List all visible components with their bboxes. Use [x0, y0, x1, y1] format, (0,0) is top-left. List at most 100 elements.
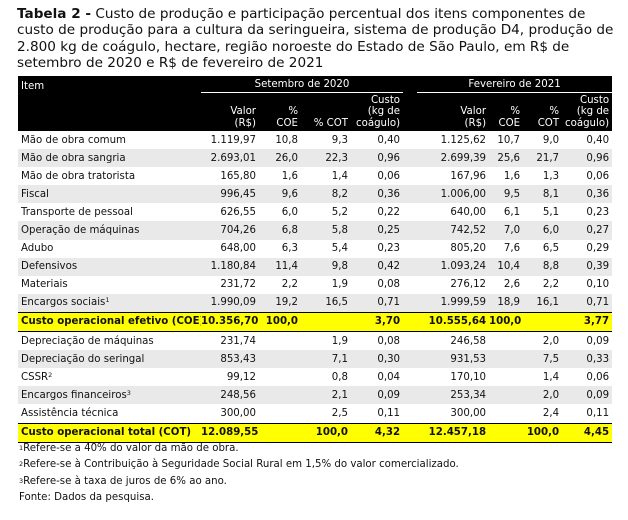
cell-value: 3,70 — [351, 311, 404, 333]
column-header-line: coágulo) — [565, 117, 610, 129]
column-header-line: (R$) — [464, 117, 487, 129]
cell-value: 8,1 — [523, 185, 563, 204]
cell-value — [259, 386, 301, 405]
table-row: Depreciação do seringal 853,43 7,1 0,30 931,… — [18, 350, 613, 369]
column-header-line: (kg de — [576, 106, 610, 118]
cell-value: 0,96 — [562, 149, 613, 168]
cell-value: 0,23 — [377, 243, 401, 255]
cell-value: 100,0 — [259, 311, 301, 333]
cell-value: 853,43 — [201, 350, 259, 369]
cell-value: 996,45 — [201, 185, 259, 204]
table-row: Mão de obra sangria 2.693,01 26,0 22,3 0,96 2… — [18, 149, 613, 168]
cell-value — [523, 311, 563, 333]
cell-value: 253,34 — [417, 386, 490, 405]
table-row: Assistência técnica 300,00 2,5 0,11 300,00 2,… — [18, 404, 612, 423]
cell-value — [259, 350, 301, 369]
cell-value: 0,42 — [351, 257, 404, 276]
column-header-line: % — [549, 106, 560, 118]
cell-value: 2,2 — [542, 279, 560, 291]
cell-value: 1,9 — [331, 335, 348, 347]
row-label: Depreciação do seringal — [18, 350, 201, 369]
cell-value: 0,06 — [586, 170, 610, 182]
cell-value: 9,0 — [542, 134, 560, 146]
column-header: % COT — [301, 92, 351, 131]
table-row: Fiscal 996,45 9,6 8,2 0,36 1.006,00 9,5 8,1 0,36 — [18, 185, 613, 204]
cell-value: 0,40 — [377, 134, 401, 146]
cell-value: 1,6 — [503, 170, 521, 182]
cell-value: 246,58 — [450, 335, 487, 347]
column-header-line: COE — [276, 117, 298, 129]
cell-value: 1,9 — [331, 279, 348, 291]
cell-value: 99,12 — [226, 371, 256, 383]
column-header-line: % — [510, 106, 521, 118]
table-total-row: Custo operacional total (COT) 12.089,55 10… — [18, 422, 613, 443]
column-header-line: Valor — [230, 106, 256, 118]
cell-value: 0,71 — [562, 293, 613, 313]
cell-value: 2,1 — [301, 386, 351, 405]
footnote: 3Refere-se à taxa de juros de 6% ao ano. — [19, 474, 459, 490]
cell-value: 5,1 — [542, 206, 560, 218]
cell-value: 1.093,24 — [417, 257, 490, 276]
cell-value: 0,09 — [351, 386, 404, 405]
column-header-line: Valor — [460, 106, 487, 118]
cell-value — [489, 386, 524, 405]
table-row: Transporte de pessoal 626,55 6,0 5,2 0,22 640… — [18, 203, 612, 221]
cell-value: 742,52 — [417, 221, 490, 240]
cell-value: 7,6 — [503, 243, 521, 255]
cell-value: 10,4 — [489, 257, 524, 276]
row-label: Transporte de pessoal — [18, 203, 201, 221]
cell-value: 0,09 — [586, 335, 610, 347]
row-label-text: Custo operacional total (COT) — [21, 427, 192, 439]
row-label: Encargos sociais1 — [18, 293, 201, 313]
cell-value: 0,8 — [331, 371, 348, 383]
header-group-fevereiro: Fevereiro de 2021 — [417, 76, 613, 93]
cell-value: 1.180,84 — [201, 257, 259, 276]
row-label-text: Depreciação do seringal — [21, 353, 145, 365]
cell-value — [489, 368, 523, 386]
cell-value: 1.006,00 — [417, 185, 490, 204]
table-row: CSSR2 99,12 0,8 0,04 170,10 1,4 0,06 — [18, 368, 612, 386]
cell-value — [259, 404, 301, 423]
cell-value: 0,30 — [351, 350, 404, 369]
cell-value: 231,72 — [220, 279, 256, 291]
table-row: Adubo 648,00 6,3 5,4 0,23 805,20 7,6 6,5 0,29 — [18, 240, 612, 258]
cell-value: 12.089,55 — [201, 422, 259, 443]
row-label: Adubo — [18, 240, 201, 258]
cell-value: 16,5 — [301, 293, 351, 313]
cell-value: 6,1 — [503, 206, 521, 218]
cell-value: 0,27 — [562, 221, 613, 240]
row-label-text: Materiais — [21, 279, 68, 291]
cell-value — [301, 311, 351, 333]
cell-value: 9,5 — [489, 185, 524, 204]
cell-value: 170,10 — [450, 371, 487, 383]
column-header: Valor (R$) — [201, 92, 259, 131]
row-label: Custo operacional efetivo (COE) — [18, 311, 201, 333]
cell-value — [259, 368, 301, 386]
row-label: Assistência técnica — [18, 404, 201, 423]
cell-value: 0,36 — [351, 185, 404, 204]
cell-value: 0,40 — [586, 134, 610, 146]
cell-value: 100,0 — [489, 311, 524, 333]
footnote-number: 1 — [19, 444, 24, 452]
cell-value: 10,8 — [275, 134, 298, 146]
cell-value: 5,2 — [331, 206, 348, 218]
row-label-text: Fiscal — [21, 188, 49, 200]
row-label: Mão de obra comum — [18, 131, 201, 149]
footnote-text: Refere-se a 40% do valor da mão de obra. — [23, 443, 239, 454]
cell-value: 248,56 — [201, 386, 259, 405]
cell-value: 0,96 — [351, 149, 404, 168]
cell-value: 8,8 — [523, 257, 563, 276]
cell-value: 4,32 — [351, 422, 404, 443]
cell-value: 3,77 — [562, 311, 613, 333]
cell-value: 10.555,64 — [417, 311, 490, 333]
row-label-text: Transporte de pessoal — [21, 206, 133, 218]
header-row-groups: Item Setembro de 2020 Fevereiro de 2021 — [18, 76, 613, 131]
cell-value: 12.457,18 — [417, 422, 490, 443]
cell-value: 21,7 — [523, 149, 563, 168]
cost-table: Item Setembro de 2020 Fevereiro de 2021 … — [18, 76, 613, 443]
cell-value: 1.119,97 — [210, 134, 256, 146]
column-header-line: Custo — [370, 95, 401, 107]
column-header-line: % COT — [313, 117, 348, 129]
cell-value: 22,3 — [301, 149, 351, 168]
cell-value: 640,00 — [450, 206, 487, 218]
